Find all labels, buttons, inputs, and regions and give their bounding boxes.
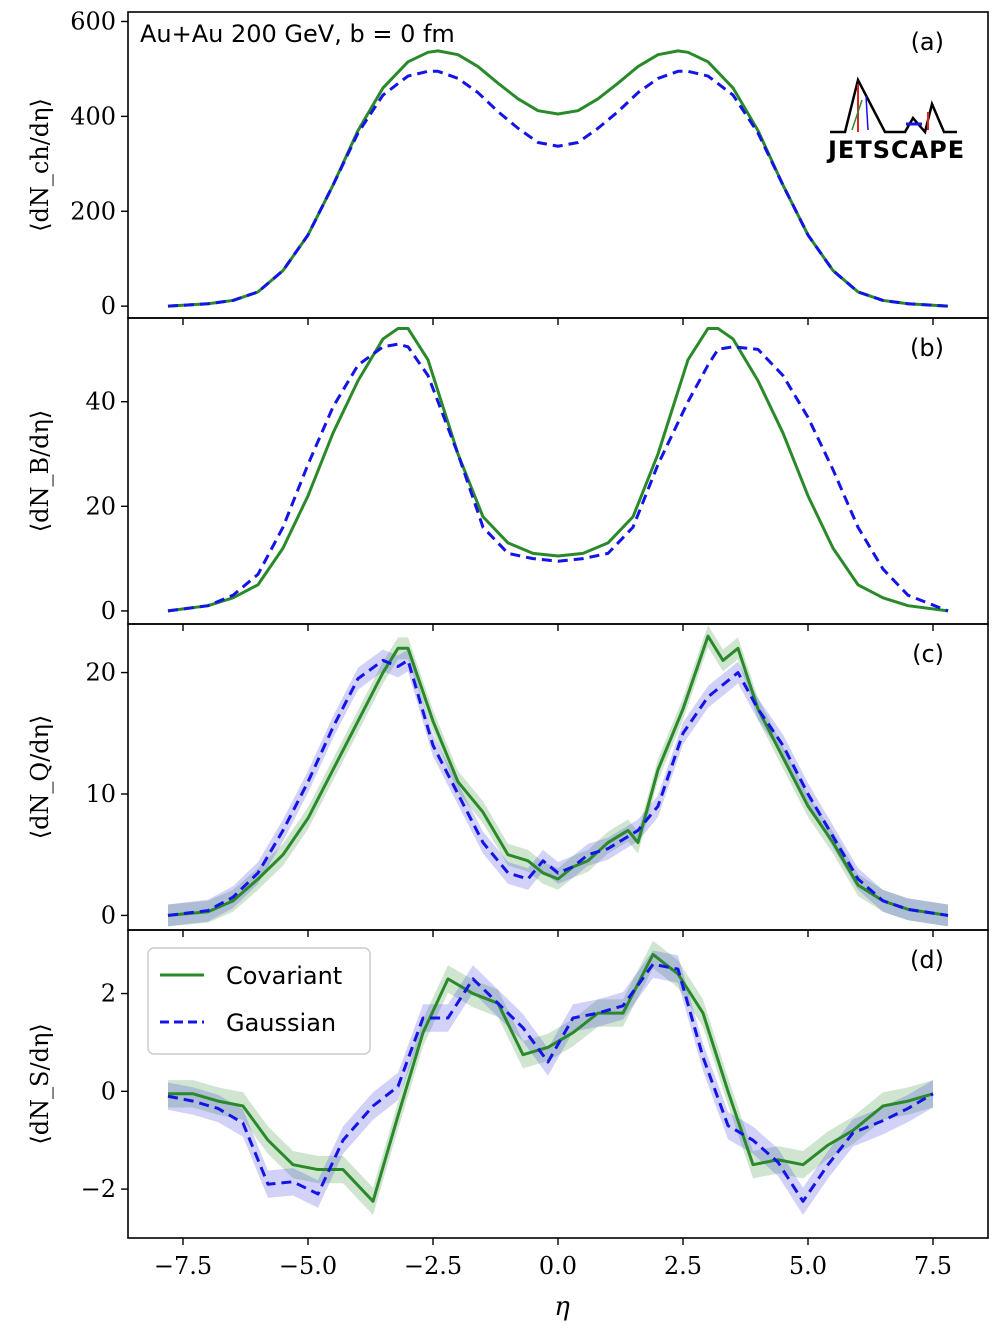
y-tick-label: 400 — [70, 102, 116, 130]
y-tick-label: 200 — [70, 197, 116, 225]
logo-text: JETSCAPE — [826, 136, 965, 164]
x-tick-label: 5.0 — [789, 1252, 827, 1280]
legend: Covariant Gaussian — [147, 947, 371, 1055]
y-tick-label: 0 — [101, 901, 116, 929]
x-tick-label: −7.5 — [154, 1252, 212, 1280]
x-tick-label: −5.0 — [279, 1252, 337, 1280]
x-tick-label: 2.5 — [664, 1252, 702, 1280]
y-axis-label: ⟨dN_Q/dη⟩ — [26, 715, 54, 840]
y-tick-label: 20 — [85, 659, 116, 687]
panel-label: (c) — [912, 640, 944, 668]
gaussian-line — [167, 342, 949, 613]
y-tick-label: 40 — [85, 388, 116, 416]
y-tick-label: 0 — [101, 292, 116, 320]
y-tick-label: 10 — [85, 780, 116, 808]
x-axis-label: η — [554, 1292, 570, 1322]
covariant-line — [167, 634, 949, 917]
gaussian-line — [167, 69, 949, 308]
legend-covariant-label: Covariant — [226, 962, 342, 990]
x-tick-label: 7.5 — [914, 1252, 952, 1280]
y-axis-label: ⟨dN_B/dη⟩ — [26, 410, 54, 533]
x-tick-label: −2.5 — [404, 1252, 462, 1280]
figure-title: Au+Au 200 GeV, b = 0 fm — [140, 20, 455, 48]
covariant-line — [167, 326, 949, 613]
jetscape-logo: JETSCAPE — [826, 76, 965, 164]
y-tick-label: 2 — [101, 980, 116, 1008]
y-tick-label: −2 — [81, 1175, 116, 1203]
panel-label: (b) — [910, 334, 944, 362]
y-axis-label: ⟨dN_ch/dη⟩ — [26, 98, 54, 232]
panels: 0200400600⟨dN_ch/dη⟩(a)02040⟨dN_B/dη⟩(b)… — [26, 7, 989, 1280]
panel-0: 0 200 400 600 ⟨dN_ch/dη⟩ (a) — [26, 7, 989, 325]
legend-gaussian-label: Gaussian — [226, 1009, 336, 1037]
gaussian-line — [167, 962, 934, 1203]
panel-3: −7.5 −5.0 −2.5 0.0 2.5 5.0 7.5 −2 0 2 ⟨dN_S/dη⟩ (d) — [26, 929, 989, 1280]
y-axis-label: ⟨dN_S/dη⟩ — [26, 1023, 54, 1144]
panel-1: 0 20 40 ⟨dN_B/dη⟩ (b) — [26, 317, 989, 631]
y-tick-label: 20 — [85, 492, 116, 520]
panel-label: (d) — [910, 946, 944, 974]
panel-label: (a) — [911, 28, 944, 56]
covariant-line — [168, 952, 934, 1203]
x-tick-label: 0.0 — [539, 1252, 577, 1280]
axes-frame — [127, 317, 989, 625]
gaussian-line — [167, 658, 949, 917]
gaussian-band — [168, 649, 948, 927]
axes-frame — [127, 11, 989, 319]
y-tick-label: 0 — [101, 1077, 116, 1105]
y-tick-label: 600 — [70, 7, 116, 35]
covariant-line — [167, 49, 949, 308]
y-tick-label: 0 — [101, 597, 116, 625]
panel-2: 0 10 20 ⟨dN_Q/dη⟩ (c) — [26, 623, 989, 937]
